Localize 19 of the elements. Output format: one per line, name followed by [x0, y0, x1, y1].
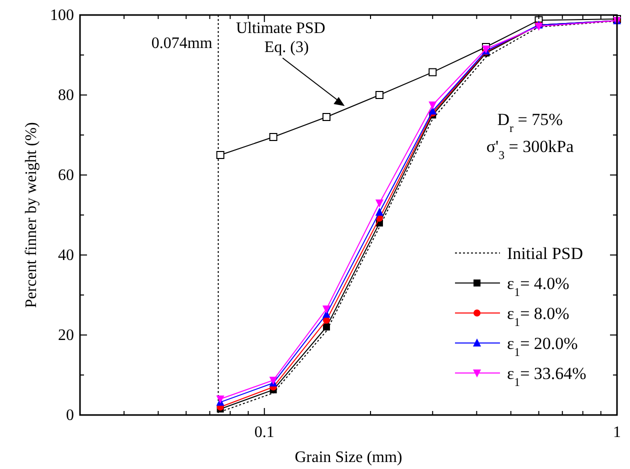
y-tick-label: 80: [58, 87, 74, 104]
ref-line-label: 0.074mm: [151, 35, 213, 52]
legend-label: ε$_{1}$= 8.0%: [507, 304, 570, 329]
legend-label: ε$_{1}$= 4.0%: [507, 274, 570, 299]
legend-label: Initial PSD: [507, 244, 584, 263]
legend-label: ε$_{1}$= 33.64%: [507, 364, 586, 389]
y-tick-label: 20: [58, 327, 74, 344]
x-tick-label: 0.1: [254, 424, 274, 441]
annotation: D$_{r}$ = 75%: [497, 110, 563, 135]
y-tick-label: 60: [58, 167, 74, 184]
y-axis-title: Percent finner by weight (%): [23, 122, 40, 308]
x-axis-title: Grain Size (mm): [294, 449, 402, 466]
y-tick-label: 100: [50, 7, 74, 24]
x-tick-label: 1: [613, 424, 621, 441]
annotation: Ultimate PSD Eq. (3): [236, 20, 326, 56]
y-tick-label: 40: [58, 247, 74, 264]
y-tick-label: 0: [66, 407, 74, 424]
legend-label: ε$_{1}$= 20.0%: [507, 334, 578, 359]
annotation: σ'$_{3}$ = 300kPa: [486, 137, 574, 162]
